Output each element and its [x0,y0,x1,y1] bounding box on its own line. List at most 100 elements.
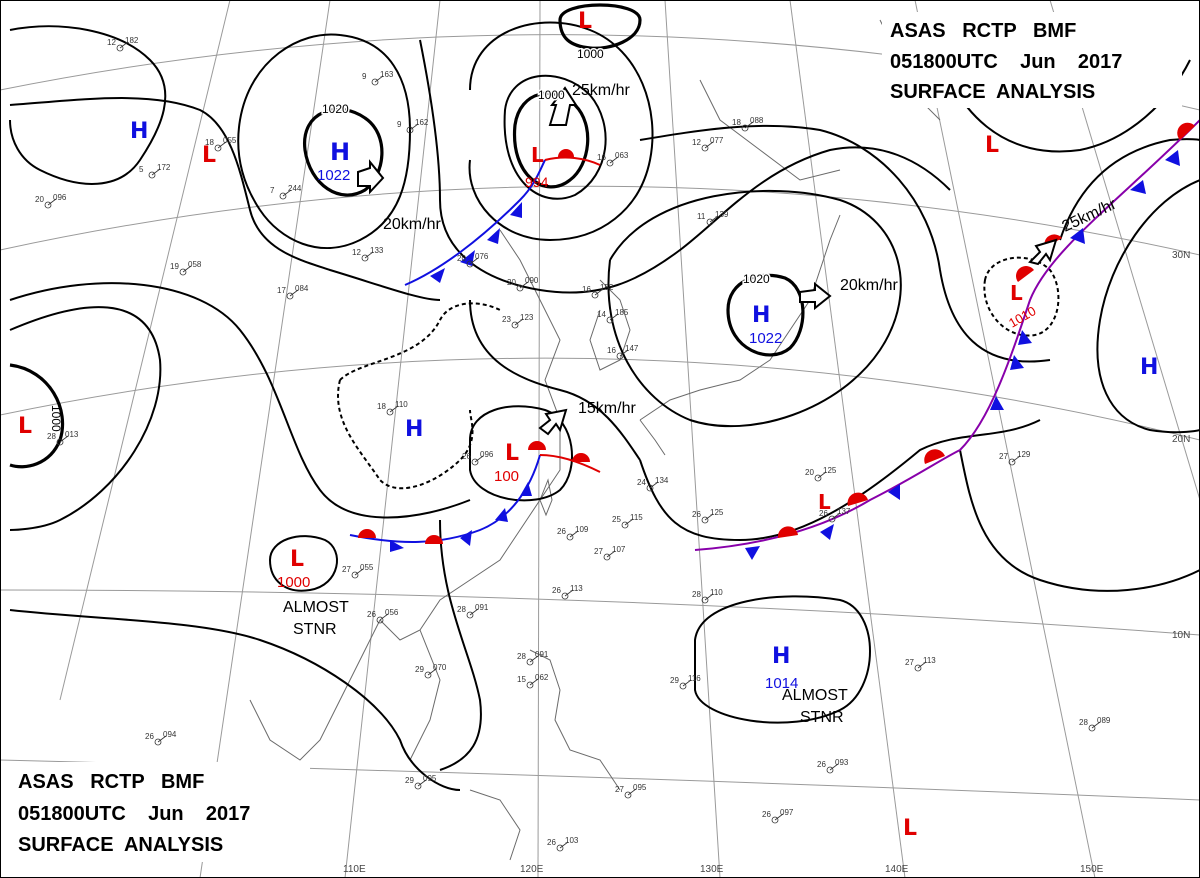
station-wind-barb [609,156,619,164]
station-wind-barb [389,405,399,413]
station-wind-barb [564,589,574,597]
station-plot: 26 113 [552,584,583,600]
isobar-north-arc [9,25,167,185]
station-circle [148,171,156,179]
longitude-line-100e [199,0,331,878]
station-pressure: 062 [535,673,549,682]
station-wind-barb [594,288,604,296]
cold-front-eastchina [349,441,601,552]
station-circle [566,533,574,541]
station-plot: 27 129 [999,450,1031,466]
station-circle [516,284,524,292]
station-plot: 28 091 [457,603,489,619]
motion-label: 20km/hr [383,216,441,233]
station-temperature: 20 [805,468,814,477]
station-plot: 28 089 [1079,716,1111,732]
motion-arrows [357,86,1058,436]
station-temperature: 26 [692,510,701,519]
station-temperature: 15 [517,675,526,684]
station-temperature: 27 [615,785,624,794]
station-plot: 9 163 [362,70,394,86]
station-temperature: 26 [547,838,556,847]
station-plot: 20 076 [457,252,489,268]
header-top-background [882,12,1182,108]
station-wind-barb [289,289,299,297]
station-pressure: 134 [655,476,669,485]
station-temperature: 26 [552,586,561,595]
japan-coast [639,214,841,421]
station-pressure: 058 [188,260,202,269]
station-circle [414,782,422,790]
station-temperature: 28 [517,652,526,661]
station-plot: 29 116 [670,674,701,690]
cold-front-barb [1010,355,1024,370]
cold-front-barb [1070,228,1085,244]
station-circle [646,484,654,492]
low-symbol-manchuria: L [531,143,544,167]
pressure-value-tibet: 1000 [49,405,63,432]
station-circle [606,159,614,167]
header-bottom-line3: SURFACE ANALYSIS [18,834,223,856]
station-temperature: 20 [507,278,516,287]
warm-front-line-manchuria [544,156,601,166]
grid-label-140e: 140E [885,864,909,875]
station-wind-barb [474,455,484,463]
station-temperature: 12 [107,38,116,47]
cold-front-barb [1130,180,1146,194]
station-wind-barb [379,613,389,621]
station-pressure: 133 [370,246,384,255]
low-symbol-ne: L [985,133,999,158]
station-pressure: 123 [520,313,534,322]
station-plot: 18 088 [732,116,764,132]
station-pressure: 090 [525,276,539,285]
grid-label-110e: 110E [343,864,366,875]
longitude-line-140e [789,0,906,878]
cold-front-line-manchuria [404,159,546,286]
high-symbol-mongolia: H [330,138,350,166]
motion-arrow-japan [799,281,832,311]
station-temperature: 27 [594,547,603,556]
station-temperature: 29 [670,676,679,685]
station-pressure: 125 [823,466,837,475]
station-pressure: 147 [625,344,639,353]
station-circle [624,791,632,799]
station-temperature: 27 [905,658,914,667]
station-pressure: 055 [223,136,237,145]
isobar-pacific-high-1 [1096,179,1200,434]
station-plot: 17 084 [277,284,309,300]
station-plot: 16 063 [597,151,629,167]
station-wind-barb [469,257,479,265]
longitude-line-150e [914,0,1096,878]
station-pressure: 095 [633,783,647,792]
station-wind-barb [469,608,479,616]
station-circle [44,201,52,209]
station-wind-barb [157,735,167,743]
isobar-mongolia-outer [237,33,412,249]
station-plot: 26 093 [817,758,849,774]
station-plot: 27 107 [594,545,626,561]
cold-front-barb [495,508,508,522]
station-pressure: 077 [710,136,724,145]
station-plot: 12 133 [352,246,384,262]
station-plot: 26 094 [145,730,177,746]
station-plot: 12 182 [107,36,139,52]
warm-front-manchuria [544,149,601,166]
isobar-pacific-long [959,449,1200,592]
taiwan-coast [539,478,553,517]
station-plot: 29 095 [405,774,437,790]
motion-arrow-eastchina [538,408,568,436]
station-temperature: 14 [597,310,606,319]
station-wind-barb [624,518,634,526]
station-wind-barb [529,678,539,686]
grid-label-130e: 130E [700,864,724,875]
isobar-northwest-big [9,97,441,301]
cold-front-barb [1165,150,1180,166]
station-wind-barb [704,513,714,521]
station-temperature: 28 [1079,718,1088,727]
station-pressure: 152 [600,283,614,292]
station-wind-barb [917,661,927,669]
station-plot: 20 096 [35,193,67,209]
station-temperature: 12 [692,138,701,147]
station-temperature: 26 [145,732,154,741]
warm-front-bump [777,526,798,538]
